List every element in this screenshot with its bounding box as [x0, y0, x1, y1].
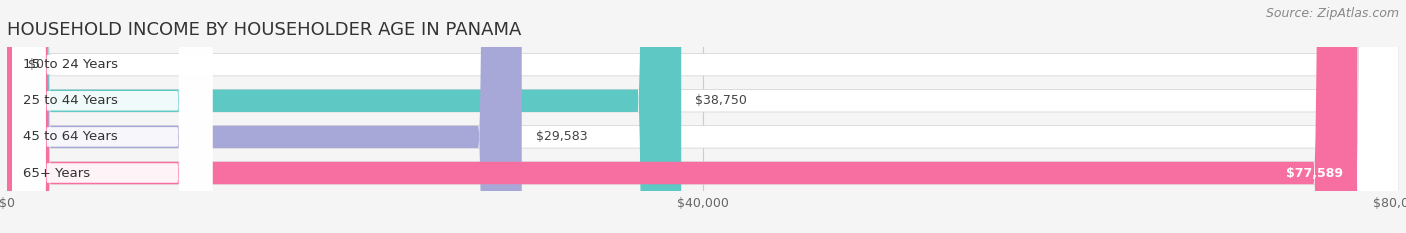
FancyBboxPatch shape [13, 0, 212, 233]
Text: 45 to 64 Years: 45 to 64 Years [22, 130, 118, 143]
Text: $29,583: $29,583 [536, 130, 588, 143]
Text: 65+ Years: 65+ Years [22, 167, 90, 179]
FancyBboxPatch shape [7, 0, 1399, 233]
Text: $77,589: $77,589 [1286, 167, 1343, 179]
Text: Source: ZipAtlas.com: Source: ZipAtlas.com [1265, 7, 1399, 20]
FancyBboxPatch shape [7, 0, 682, 233]
FancyBboxPatch shape [7, 0, 1399, 233]
FancyBboxPatch shape [7, 0, 1399, 233]
FancyBboxPatch shape [7, 0, 1357, 233]
FancyBboxPatch shape [13, 0, 212, 233]
Text: 15 to 24 Years: 15 to 24 Years [22, 58, 118, 71]
Text: 25 to 44 Years: 25 to 44 Years [22, 94, 118, 107]
FancyBboxPatch shape [7, 0, 1399, 233]
Text: $38,750: $38,750 [695, 94, 747, 107]
FancyBboxPatch shape [13, 0, 212, 233]
Text: $0: $0 [28, 58, 44, 71]
Text: HOUSEHOLD INCOME BY HOUSEHOLDER AGE IN PANAMA: HOUSEHOLD INCOME BY HOUSEHOLDER AGE IN P… [7, 21, 522, 39]
FancyBboxPatch shape [7, 0, 522, 233]
FancyBboxPatch shape [13, 0, 212, 233]
